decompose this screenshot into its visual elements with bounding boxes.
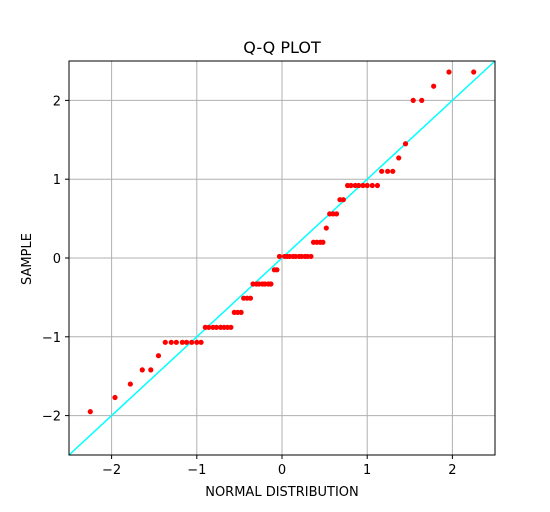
data-point-61 [356, 182, 362, 189]
data-point-5 [155, 353, 162, 359]
data-point-47 [308, 253, 314, 260]
data-point-72 [419, 97, 425, 103]
y-tick-label-0: −2 [42, 410, 61, 425]
data-point-0 [87, 409, 93, 415]
x-axis-label: NORMAL DISTRIBUTION [205, 485, 359, 500]
data-point-7 [168, 339, 174, 345]
x-tick-label-4: 2 [448, 463, 456, 478]
data-point-15 [206, 324, 212, 330]
data-point-74 [446, 69, 452, 75]
x-axis-ticks: −2 −1 0 1 2 [102, 455, 457, 478]
data-point-36 [274, 267, 280, 273]
data-point-34 [268, 281, 274, 287]
data-point-1 [112, 394, 118, 401]
data-point-73 [431, 83, 437, 89]
data-point-8 [173, 339, 179, 345]
data-point-55 [333, 211, 340, 217]
data-point-63 [364, 182, 370, 189]
y-axis-label: SAMPLE [20, 233, 35, 285]
data-point-75 [471, 69, 477, 75]
data-point-52 [323, 225, 329, 231]
reference-line-layer [68, 60, 496, 456]
data-point-4 [148, 367, 154, 373]
x-tick-label-2: 0 [278, 463, 286, 478]
data-point-66 [379, 168, 385, 174]
data-point-65 [374, 182, 381, 189]
data-point-69 [396, 155, 402, 161]
data-point-21 [228, 324, 234, 330]
data-point-2 [127, 381, 133, 387]
data-point-12 [194, 339, 200, 345]
x-tick-label-1: −1 [187, 463, 206, 478]
data-point-27 [247, 295, 254, 301]
data-point-3 [139, 367, 145, 373]
x-tick-label-0: −2 [102, 463, 121, 478]
chart-title: Q-Q PLOT [243, 38, 321, 57]
y-tick-label-2: 0 [53, 252, 61, 267]
data-point-9 [179, 339, 185, 345]
data-point-37 [276, 253, 283, 260]
data-point-51 [320, 239, 326, 245]
data-point-17 [213, 324, 219, 330]
data-point-68 [390, 168, 396, 174]
data-points [87, 69, 477, 415]
data-point-59 [348, 182, 354, 189]
data-point-11 [189, 339, 195, 345]
data-point-70 [402, 141, 409, 147]
data-point-62 [360, 182, 366, 189]
y-tick-label-3: 1 [53, 173, 61, 188]
data-point-71 [410, 97, 416, 103]
data-point-67 [385, 168, 391, 174]
data-point-10 [183, 339, 190, 345]
y-axis-ticks: −2 −1 0 1 2 [42, 94, 69, 425]
y-tick-label-1: −1 [42, 331, 61, 346]
data-point-57 [340, 197, 346, 203]
y-tick-label-4: 2 [53, 94, 61, 109]
data-point-6 [162, 339, 168, 345]
data-point-24 [238, 309, 244, 315]
data-point-64 [369, 182, 375, 189]
reference-line [68, 60, 496, 456]
data-point-13 [198, 339, 204, 345]
x-tick-label-3: 1 [363, 463, 371, 478]
